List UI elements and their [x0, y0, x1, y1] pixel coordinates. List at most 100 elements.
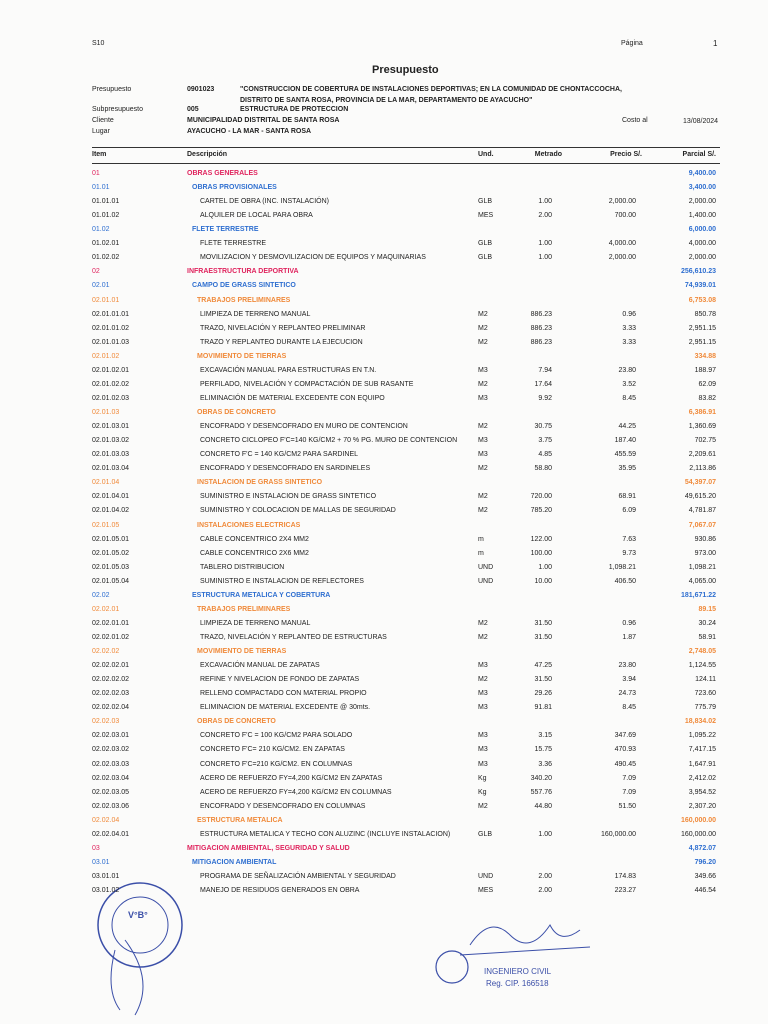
item-code: 02.01.03.02 — [92, 437, 129, 445]
description: TRABAJOS PRELIMINARES — [197, 296, 291, 304]
description: RELLENO COMPACTADO CON MATERIAL PROPIO — [200, 690, 367, 698]
precio: 700.00 — [614, 212, 636, 220]
unit: M3 — [478, 437, 488, 445]
item-code: 02.01.05.02 — [92, 549, 129, 557]
precio: 24.73 — [618, 690, 636, 698]
page-number: 1 — [713, 39, 718, 48]
precio: 3.33 — [622, 338, 636, 346]
metrado: 785.20 — [530, 507, 552, 515]
description: CABLE CONCENTRICO 2X6 MM2 — [200, 549, 309, 557]
unit: GLB — [478, 830, 493, 838]
unit: M2 — [478, 619, 488, 627]
description: SUMINISTRO E INSTALACION DE GRASS SINTET… — [200, 493, 377, 501]
description: ENCOFRADO Y DESENCOFRADO EN MURO DE CONT… — [200, 423, 408, 431]
unit: GLB — [478, 198, 493, 206]
description: ACERO DE REFUERZO FY=4,200 KG/CM2 EN ZAP… — [200, 774, 383, 782]
description: TRABAJOS PRELIMINARES — [197, 605, 291, 613]
parcial: 49,615.20 — [684, 493, 716, 501]
parcial: 160,000.00 — [680, 816, 716, 824]
parcial: 124.11 — [695, 676, 716, 684]
unit: M3 — [478, 451, 488, 459]
description: CONCRETO F'C= 210 KG/CM2. EN ZAPATAS — [200, 746, 345, 754]
parcial: 2,113.86 — [689, 465, 716, 473]
item-code: 02.02 — [92, 591, 110, 599]
precio: 1,098.21 — [608, 563, 636, 571]
parcial: 4,872.07 — [688, 844, 716, 852]
parcial: 4,065.00 — [688, 577, 716, 585]
description: ELIMINACION DE MATERIAL EXCEDENTE @ 30mt… — [200, 704, 371, 712]
item-code: 02.02.03.02 — [92, 746, 129, 754]
label: Subpresupuesto — [92, 106, 143, 113]
cliente: MUNICIPALIDAD DISTRITAL DE SANTA ROSA — [187, 117, 340, 124]
precio: 2,000.00 — [608, 198, 636, 206]
description: INSTALACION DE GRASS SINTETICO — [197, 479, 323, 487]
precio: 9.73 — [622, 549, 636, 557]
description: REFINE Y NIVELACION DE FONDO DE ZAPATAS — [200, 676, 360, 684]
item-code: 02.02.01 — [92, 605, 120, 613]
item-code: 03.01.02 — [92, 887, 120, 895]
signature — [435, 924, 591, 984]
unit: M2 — [478, 380, 488, 388]
unit: GLB — [478, 254, 493, 262]
unit: m — [478, 549, 484, 557]
code: 0901023 — [187, 86, 215, 93]
parcial: 6,386.91 — [688, 409, 716, 417]
parcial: 850.78 — [694, 310, 716, 318]
parcial: 2,748.05 — [688, 648, 716, 656]
metrado: 100.00 — [530, 549, 552, 557]
parcial: 256,610.23 — [680, 268, 716, 276]
parcial: 4,000.00 — [688, 240, 716, 248]
project: "CONSTRUCCION DE COBERTURA DE INSTALACIO… — [240, 86, 622, 93]
description: ENCOFRADO Y DESENCOFRADO EN SARDINELES — [200, 465, 371, 473]
precio: 406.50 — [614, 577, 636, 585]
precio: 3.33 — [622, 324, 636, 332]
parcial: 2,209.61 — [688, 451, 716, 459]
metrado: 3.36 — [538, 760, 552, 768]
parcial: 1,360.69 — [688, 423, 716, 431]
lugar: AYACUCHO - LA MAR - SANTA ROSA — [187, 128, 312, 135]
label: Lugar — [92, 128, 110, 135]
parcial: 54,397.07 — [684, 479, 716, 487]
item-code: 02.01.02.03 — [92, 394, 129, 402]
metrado: 4.85 — [538, 451, 552, 459]
item-code: 02.01.03.04 — [92, 465, 129, 473]
metrado: 10.00 — [534, 577, 552, 585]
parcial: 796.20 — [694, 858, 716, 866]
precio: 174.83 — [614, 873, 636, 880]
parcial: 2,307.20 — [688, 802, 716, 810]
unit: M3 — [478, 704, 488, 712]
description: SUMINISTRO Y COLOCACION DE MALLAS DE SEG… — [200, 507, 396, 515]
item-code: 02.01.05 — [92, 521, 120, 529]
parcial: 1,095.22 — [688, 732, 716, 740]
parcial: 1,400.00 — [688, 212, 716, 220]
item-code: 02.01.03.01 — [92, 423, 129, 431]
parcial: 181,671.22 — [680, 591, 716, 599]
item-code: 02.01.02 — [92, 352, 120, 360]
metrado: 2.00 — [538, 212, 552, 220]
label: Costo al — [622, 117, 648, 124]
parcial: 775.79 — [694, 704, 716, 712]
metrado: 720.00 — [530, 493, 552, 501]
item-code: 02.01.01 — [92, 296, 120, 304]
column-header: Metrado — [534, 151, 562, 158]
item-code: 02.02.03.05 — [92, 788, 129, 796]
item-code: 02.01.02.01 — [92, 366, 129, 374]
column-header: Precio S/. — [610, 151, 642, 158]
item-code: 02.01.05.03 — [92, 563, 129, 571]
description: CAMPO DE GRASS SINTETICO — [192, 282, 296, 290]
item-code: 03.01.01 — [92, 873, 120, 880]
description: OBRAS GENERALES — [187, 170, 258, 177]
unit: M2 — [478, 338, 488, 346]
precio: 0.96 — [622, 310, 636, 318]
item-code: 02.02.02.02 — [92, 676, 129, 684]
item-code: 02.02.04 — [92, 816, 120, 824]
item-code: 02.02.03.01 — [92, 732, 129, 740]
parcial: 18,834.02 — [684, 718, 716, 726]
item-code: 02.02.03.04 — [92, 774, 129, 782]
precio: 160,000.00 — [600, 830, 636, 838]
page-label: Página — [621, 40, 643, 47]
metrado: 17.64 — [534, 380, 552, 388]
parcial: 6,753.08 — [688, 296, 716, 304]
parcial: 6,000.00 — [688, 226, 716, 234]
code: 005 — [187, 106, 199, 113]
